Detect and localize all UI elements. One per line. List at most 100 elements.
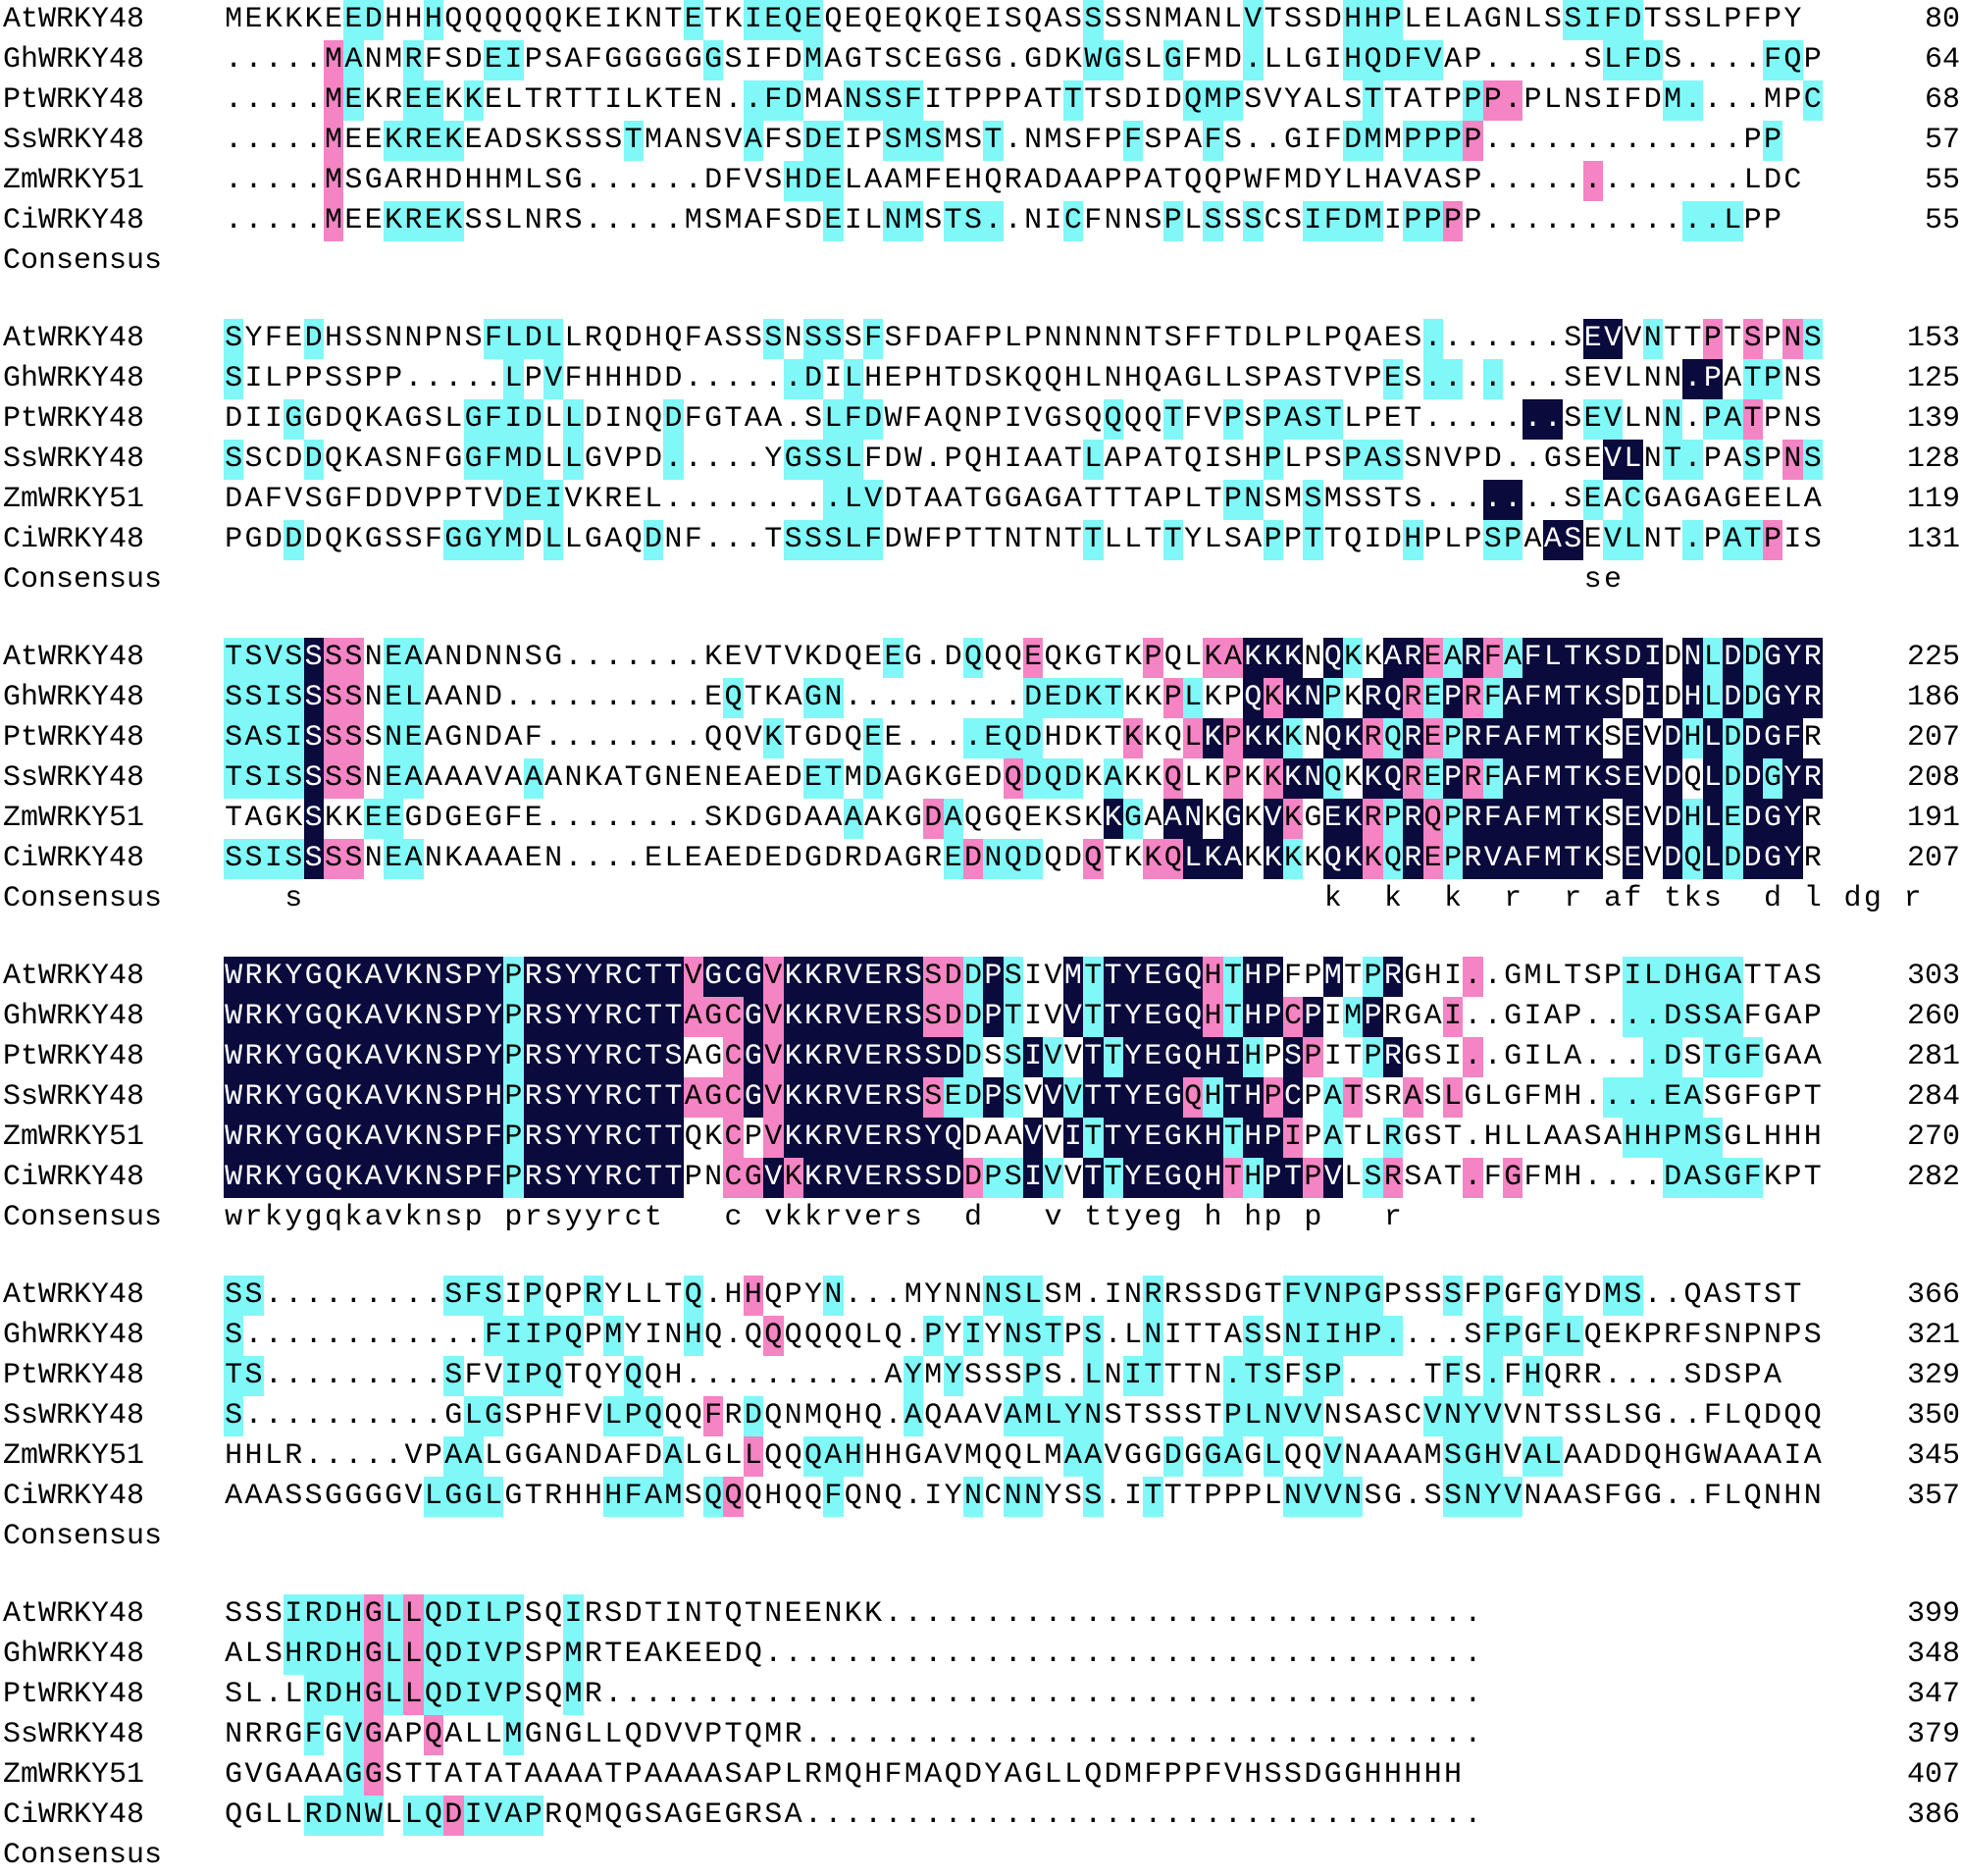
residue: . (385, 1359, 403, 1392)
residue: . (1144, 1638, 1162, 1671)
residue: D (663, 399, 684, 440)
residue: H (1203, 957, 1223, 997)
residue: M (1682, 1118, 1703, 1158)
residue: h (1244, 1201, 1263, 1234)
residue: . (884, 1597, 903, 1631)
residue: W (363, 1796, 384, 1836)
residue: T (564, 1359, 583, 1392)
residue: . (804, 1678, 823, 1711)
residue: Q (1683, 1278, 1702, 1312)
sequence-name: CiWRKY48 (3, 523, 145, 556)
residue: M (323, 161, 344, 201)
residue: . (1504, 322, 1523, 355)
residue: T (1162, 399, 1183, 440)
residue: A (823, 1436, 844, 1477)
residue: I (263, 678, 284, 718)
residue: N (364, 761, 383, 795)
sequence-name: PtWRKY48 (3, 1359, 145, 1392)
residue: G (743, 957, 764, 997)
residue: K (584, 483, 602, 516)
sequence-residues: SL.LRDHGLLQDIVPSQMR.....................… (224, 1675, 1483, 1715)
residue: E (624, 483, 643, 516)
residue: Q (1004, 641, 1022, 674)
residue-count: 207 (1906, 842, 1960, 875)
residue: . (1543, 164, 1562, 197)
residue (1403, 879, 1422, 919)
residue: Y (1463, 1396, 1483, 1436)
residue (1043, 560, 1062, 600)
residue: . (1482, 1356, 1503, 1396)
residue: W (884, 402, 903, 436)
residue: A (1442, 638, 1464, 678)
residue: . (1523, 362, 1542, 395)
residue: D (804, 204, 823, 237)
residue: T (784, 721, 802, 755)
residue: Q (1004, 802, 1022, 835)
residue: T (1083, 1077, 1104, 1118)
residue: F (1703, 1399, 1722, 1433)
residue: T (984, 523, 1003, 556)
residue: Q (1183, 80, 1204, 121)
residue: A (924, 483, 943, 516)
residue: P (1464, 204, 1482, 237)
residue: V (384, 1118, 404, 1158)
sequence-row: PtWRKY48 WRKYGQKAVKNSPYPRSYYRCTSAGCGVKKRV… (0, 1037, 1962, 1077)
residue: E (683, 0, 703, 40)
residue: Q (1024, 362, 1043, 395)
residue: S (1364, 483, 1382, 516)
residue: Q (764, 1399, 783, 1433)
residue: . (1504, 43, 1523, 77)
residue: G (1162, 997, 1183, 1037)
residue: G (284, 1718, 303, 1751)
residue: P (1263, 399, 1283, 440)
sequence-residues: .....MEEKREKEADSKSSSTMANSVAFSDEIPSMSMST.… (224, 121, 1783, 161)
residue: I (844, 204, 862, 237)
alignment-block: AtWRKY48 SSSIRDHGLLQDILPSQIRSDTINTQTNEENK… (0, 1594, 1962, 1876)
residue: M (903, 201, 924, 241)
residue: . (1743, 43, 1762, 77)
residue: N (1803, 1480, 1822, 1513)
residue: N (983, 1276, 1004, 1316)
residue: . (304, 43, 323, 77)
residue: I (543, 480, 564, 520)
residue: M (503, 440, 524, 480)
residue: L (384, 1635, 404, 1675)
residue: . (704, 443, 723, 476)
residue (1743, 879, 1763, 919)
residue: . (1683, 1399, 1702, 1433)
residue-count: 357 (1906, 1480, 1960, 1513)
residue: R (1463, 678, 1483, 718)
sequence-name: GhWRKY48 (3, 1000, 145, 1033)
residue: K (1204, 761, 1222, 795)
residue: G (1162, 40, 1183, 80)
sequence-name: AtWRKY48 (3, 641, 145, 674)
residue: F (623, 1477, 644, 1517)
residue: A (1703, 483, 1722, 516)
residue-count: 119 (1906, 483, 1960, 516)
residue: D (1643, 83, 1662, 117)
residue: G (1724, 483, 1742, 516)
residue: F (424, 443, 442, 476)
residue: Q (824, 1399, 843, 1433)
residue: S (284, 1480, 303, 1513)
residue: F (1483, 1161, 1502, 1194)
residue: S (364, 322, 383, 355)
residue: V (1624, 322, 1642, 355)
residue: S (724, 1758, 743, 1792)
residue: T (823, 758, 844, 799)
residue: G (1084, 641, 1103, 674)
residue: H (683, 1316, 703, 1356)
residue: T (1264, 3, 1282, 36)
residue: . (1423, 1798, 1442, 1832)
sequence-name: ZmWRKY51 (3, 1120, 145, 1154)
residue: A (485, 842, 503, 875)
residue (1423, 879, 1443, 919)
residue: P (1764, 402, 1782, 436)
residue: N (1084, 322, 1103, 355)
residue: G (703, 997, 724, 1037)
residue: F (1743, 3, 1762, 36)
residue: D (264, 523, 283, 556)
residue: s (444, 1201, 463, 1234)
residue: . (344, 1278, 363, 1312)
residue: P (1383, 1278, 1402, 1312)
